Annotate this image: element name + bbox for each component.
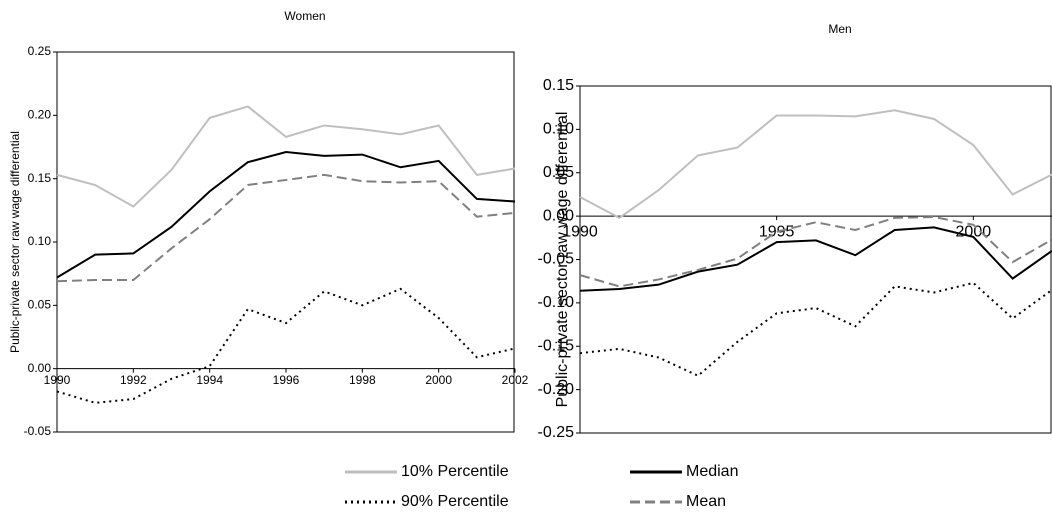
x-tick-label: 2002 [502, 373, 529, 387]
line-series [56, 287, 516, 404]
line-series [56, 151, 516, 279]
y-tick-label: 0.00 [543, 207, 574, 224]
y-tick-label: -0.20 [538, 381, 575, 398]
y-tick-label: 0.05 [28, 298, 52, 312]
y-axis-label: Public-private sector raw wage different… [8, 131, 22, 353]
legend-label: 90% Percentile [401, 493, 509, 510]
y-tick-label: 0.10 [28, 234, 52, 248]
y-tick-label: 0.15 [28, 171, 52, 185]
y-tick-label: 0.00 [28, 361, 52, 375]
y-tick-label: -0.15 [538, 337, 575, 354]
line-series [579, 109, 1052, 220]
legend-label: Mean [686, 493, 726, 510]
line-series [56, 105, 516, 208]
x-tick-label: 1994 [196, 373, 223, 387]
y-tick-label: 0.05 [543, 164, 574, 181]
x-tick-label: 2000 [956, 223, 992, 240]
x-tick-label: 1990 [44, 373, 71, 387]
line-series [579, 215, 1052, 288]
x-tick-label: 1990 [562, 223, 598, 240]
x-tick-label: 2000 [425, 373, 452, 387]
y-tick-label: 0.10 [543, 121, 574, 138]
x-tick-label: 1996 [273, 373, 300, 387]
y-tick-label: 0.20 [28, 108, 52, 122]
y-tick-label: -0.25 [538, 424, 575, 441]
plot-border [579, 85, 1052, 434]
legend-label: Median [686, 463, 738, 480]
line-series [579, 226, 1052, 292]
y-tick-label: -0.10 [538, 294, 575, 311]
line-series [579, 281, 1052, 377]
chart-title: Women [284, 9, 325, 23]
x-tick-label: 1998 [349, 373, 376, 387]
x-tick-label: 1995 [759, 223, 795, 240]
y-axis-label: Public-private sector raw wage different… [554, 112, 571, 408]
line-series [56, 173, 516, 283]
y-tick-label: -0.05 [24, 424, 52, 438]
y-tick-label: 0.15 [543, 77, 574, 94]
legend-label: 10% Percentile [401, 463, 509, 480]
x-tick-label: 1992 [120, 373, 147, 387]
y-tick-label: 0.25 [28, 44, 52, 58]
y-tick-label: -0.05 [538, 251, 575, 268]
chart-title: Men [828, 22, 851, 36]
